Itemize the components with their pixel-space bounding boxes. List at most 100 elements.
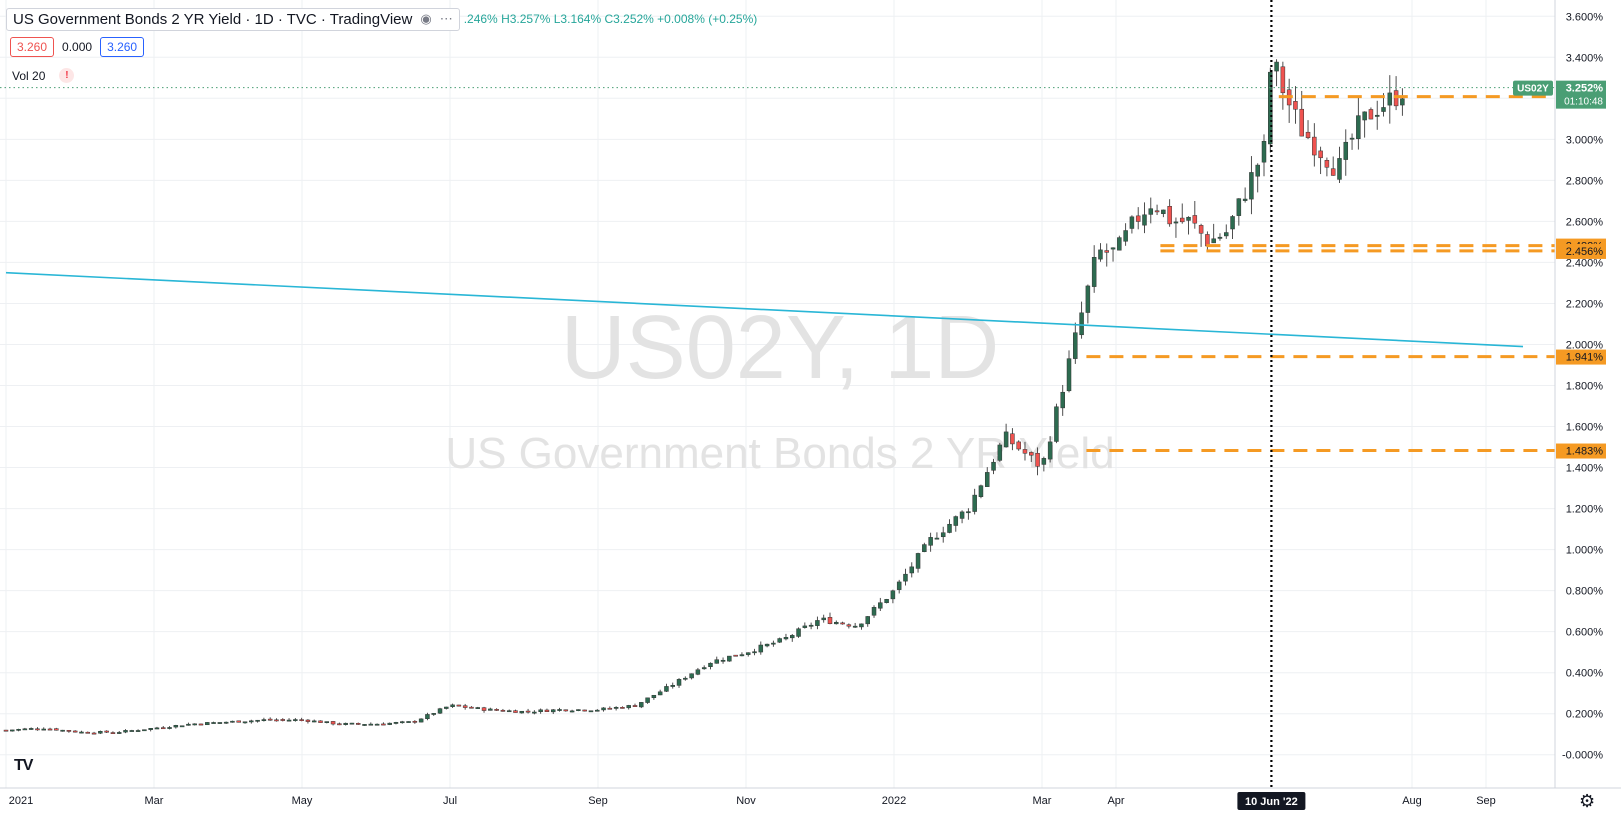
candle xyxy=(506,710,512,713)
candle xyxy=(550,709,556,713)
candle xyxy=(903,573,908,582)
time-axis-label: Mar xyxy=(1033,795,1052,807)
candle xyxy=(418,718,424,723)
candle xyxy=(368,723,374,726)
candle xyxy=(1161,209,1166,214)
candle xyxy=(790,635,795,639)
candle xyxy=(915,553,921,569)
candle xyxy=(1261,140,1267,163)
time-axis-label: Aug xyxy=(1402,795,1422,807)
candle xyxy=(1242,198,1248,201)
candle xyxy=(1142,214,1147,226)
candle xyxy=(1198,225,1204,234)
candle xyxy=(808,624,814,627)
candle xyxy=(242,721,248,724)
candle xyxy=(1337,158,1342,180)
level-tag-bg xyxy=(1556,243,1606,259)
candle xyxy=(129,730,135,732)
candle xyxy=(1324,160,1330,168)
candle xyxy=(519,710,525,714)
buy-value[interactable]: 3.260 xyxy=(100,37,145,57)
candle xyxy=(16,728,21,731)
crosshair-date-bg xyxy=(1237,792,1306,810)
candle xyxy=(601,707,606,711)
candle xyxy=(771,642,776,645)
candle xyxy=(1293,101,1298,110)
price-axis-label: 0.600% xyxy=(1566,627,1604,639)
candle xyxy=(148,728,153,730)
candle xyxy=(412,720,418,723)
candle xyxy=(544,709,550,712)
price-axis-label: 1.200% xyxy=(1566,504,1604,516)
candle xyxy=(525,710,531,713)
candle xyxy=(387,722,392,725)
tradingview-logo-icon[interactable]: TV xyxy=(14,757,33,774)
price-axis-label: 0.800% xyxy=(1566,586,1604,598)
candle xyxy=(1400,98,1405,106)
candle xyxy=(462,705,468,708)
candle xyxy=(205,722,210,726)
price-axis: 3.600%3.400%3.200%3.000%2.800%2.600%2.40… xyxy=(1562,11,1603,761)
candle xyxy=(563,709,569,712)
candle xyxy=(714,659,720,664)
chart-grid xyxy=(0,0,1555,788)
candle xyxy=(1179,217,1185,223)
candle xyxy=(1003,431,1009,448)
indicator-row[interactable]: Vol 20 ! xyxy=(12,68,75,83)
candle xyxy=(311,720,317,723)
candle xyxy=(884,599,889,603)
candle xyxy=(1249,172,1254,200)
candle xyxy=(337,723,342,726)
gear-icon[interactable]: ⚙ xyxy=(1579,791,1596,811)
candle xyxy=(192,723,197,726)
candle xyxy=(513,710,518,713)
candle xyxy=(859,623,864,628)
warning-icon[interactable]: ! xyxy=(59,68,75,83)
candle xyxy=(972,494,977,512)
price-axis-label: 2.800% xyxy=(1566,175,1604,187)
candle xyxy=(557,709,562,711)
candle xyxy=(796,628,801,637)
price-axis-label: 2.400% xyxy=(1566,257,1604,269)
candle xyxy=(815,620,820,626)
candle xyxy=(47,728,53,731)
volume-indicator-label[interactable]: Vol 20 xyxy=(12,68,46,83)
candle xyxy=(305,719,311,722)
candle xyxy=(865,616,870,625)
ohlc-readout: .246% H3.257% L3.164% C3.252% +0.008% (+… xyxy=(463,12,758,26)
sell-value[interactable]: 3.260 xyxy=(10,37,55,57)
level-tag-label: 2.456% xyxy=(1566,246,1604,258)
ellipsis-icon[interactable]: ⋯ xyxy=(439,11,453,26)
candle xyxy=(651,694,657,699)
candle xyxy=(1167,206,1172,225)
countdown-label: 01:10:48 xyxy=(1564,97,1603,108)
candle xyxy=(475,707,480,709)
candle xyxy=(274,719,279,722)
candle xyxy=(1374,114,1380,117)
candle xyxy=(110,732,116,734)
candle xyxy=(1047,441,1053,460)
candle xyxy=(349,722,355,725)
eye-icon[interactable]: ◉ xyxy=(420,11,432,26)
candle xyxy=(1255,164,1260,177)
candle xyxy=(670,685,675,687)
candle xyxy=(1343,141,1349,160)
candle xyxy=(393,722,399,724)
candle xyxy=(330,721,336,725)
symbol-box[interactable]: US Government Bonds 2 YR Yield · 1D · TV… xyxy=(6,7,460,31)
candle xyxy=(1041,458,1047,465)
symbol-title[interactable]: US Government Bonds 2 YR Yield · 1D · TV… xyxy=(13,10,413,28)
candle xyxy=(588,710,594,713)
value-row: 3.260 0.000 3.260 xyxy=(10,37,145,57)
candle xyxy=(198,723,204,726)
candle xyxy=(1280,66,1286,94)
candle xyxy=(10,729,15,732)
candle xyxy=(142,729,147,732)
candle xyxy=(91,732,97,735)
price-axis-label: 1.800% xyxy=(1566,381,1604,393)
candle xyxy=(500,709,506,712)
candle xyxy=(695,669,701,675)
candle xyxy=(827,617,833,624)
candle xyxy=(104,730,109,733)
